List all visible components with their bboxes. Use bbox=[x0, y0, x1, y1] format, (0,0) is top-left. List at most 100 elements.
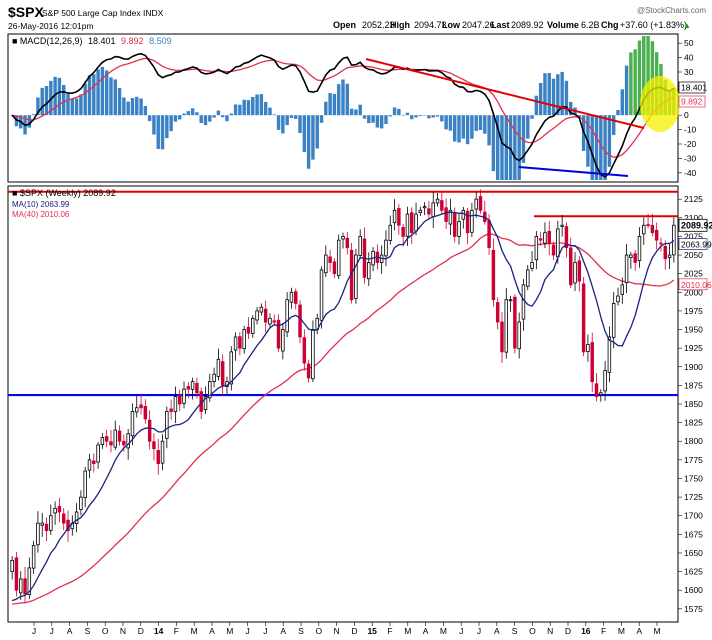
macd-hist-bar bbox=[620, 89, 625, 116]
candle-body bbox=[31, 545, 36, 569]
candle-body bbox=[534, 236, 539, 261]
macd-hist-bar bbox=[551, 78, 556, 116]
x-tick-label: J bbox=[477, 626, 481, 636]
candle-body bbox=[302, 337, 307, 364]
x-tick-label: M bbox=[226, 626, 233, 636]
macd-hist-bar bbox=[341, 79, 345, 116]
macd-hist-bar bbox=[315, 115, 319, 149]
x-tick-label: A bbox=[494, 626, 500, 636]
candle-body bbox=[263, 308, 268, 323]
macd-hist-bar bbox=[165, 115, 169, 139]
candle-body bbox=[113, 429, 118, 448]
macd-hist-bar bbox=[470, 115, 474, 139]
candle-body bbox=[173, 396, 178, 413]
price-tick-label: 1625 bbox=[684, 567, 703, 577]
candle-body bbox=[465, 210, 470, 234]
macd-hist-bar bbox=[190, 108, 195, 116]
candle-body bbox=[328, 256, 332, 263]
candle-body bbox=[345, 237, 350, 248]
candle-body bbox=[165, 411, 169, 439]
price-tick-label: 1600 bbox=[684, 585, 703, 595]
macd-hist-bar bbox=[83, 83, 87, 116]
candle-body bbox=[220, 361, 225, 386]
macd-hist-bar bbox=[203, 115, 208, 126]
candle-body bbox=[216, 358, 221, 377]
x-tick-label: 14 bbox=[154, 626, 164, 636]
x-tick-label: S bbox=[298, 626, 304, 636]
price-tick-label: 1700 bbox=[684, 511, 703, 521]
price-tick-label: 1675 bbox=[684, 529, 703, 539]
macd-hist-bar bbox=[624, 65, 629, 116]
open-label: Open bbox=[333, 20, 356, 30]
candle-body bbox=[272, 320, 276, 323]
candle-body bbox=[586, 344, 590, 352]
macd-hist-bar bbox=[358, 104, 362, 116]
price-tick-label: 1575 bbox=[684, 604, 703, 614]
candle-body bbox=[392, 209, 397, 224]
candle-body bbox=[422, 206, 427, 209]
svg-text:18.401: 18.401 bbox=[681, 83, 707, 93]
macd-hist-bar bbox=[603, 115, 607, 180]
macd-hist-bar bbox=[156, 115, 160, 149]
candle-body bbox=[397, 208, 401, 226]
candle-body bbox=[190, 381, 195, 390]
macd-hist-bar bbox=[607, 115, 612, 167]
candle-body bbox=[143, 405, 148, 420]
macd-hist-bar bbox=[457, 115, 461, 143]
macd-hist-bar bbox=[36, 97, 40, 116]
price-tick-label: 1900 bbox=[684, 362, 703, 372]
candle-body bbox=[624, 254, 629, 284]
last-value: 2089.92 bbox=[511, 20, 544, 30]
macd-hist-bar bbox=[435, 115, 440, 117]
candle-body bbox=[203, 396, 208, 411]
candle-body bbox=[92, 460, 96, 464]
candle-body bbox=[414, 213, 418, 232]
macd-hist-bar bbox=[263, 101, 268, 116]
candle-body bbox=[667, 254, 672, 258]
candle-body bbox=[500, 321, 504, 353]
candle-body bbox=[401, 226, 405, 237]
x-tick-label: M bbox=[618, 626, 625, 636]
price-tick-label: 1725 bbox=[684, 492, 703, 502]
candle-body bbox=[410, 212, 414, 234]
ma40-legend: MA(40) 2010.06 bbox=[12, 210, 70, 219]
candle-body bbox=[620, 284, 625, 295]
source: @StockCharts.com bbox=[637, 6, 706, 15]
candle-body bbox=[654, 229, 659, 241]
candle-body bbox=[246, 326, 251, 334]
macd-hist-bar bbox=[302, 115, 307, 153]
macd-hist-bar bbox=[160, 115, 165, 150]
x-tick-label: A bbox=[209, 626, 215, 636]
macd-hist-bar bbox=[324, 101, 328, 116]
candle-body bbox=[418, 209, 423, 213]
macd-hist-bar bbox=[332, 93, 337, 116]
datetime: 26-May-2016 12:01pm bbox=[8, 21, 94, 31]
price-legend: ■ $SPX (Weekly) 2089.92 MA(10) 2063.99 M… bbox=[12, 188, 116, 219]
macd-hist-bar bbox=[169, 115, 173, 132]
x-tick-label: O bbox=[315, 626, 322, 636]
candle-body bbox=[568, 247, 573, 286]
macd-tick-label: -10 bbox=[684, 125, 697, 135]
macd-tick-label: 30 bbox=[684, 67, 694, 77]
price-tick-label: 2000 bbox=[684, 287, 703, 297]
macd-hist-bar bbox=[96, 69, 100, 116]
candle-body bbox=[195, 382, 199, 394]
candle-body bbox=[169, 408, 173, 412]
price-tick-label: 2100 bbox=[684, 213, 703, 223]
candle-body bbox=[122, 440, 126, 446]
x-tick-label: A bbox=[280, 626, 286, 636]
macd-hist-bar bbox=[281, 115, 285, 134]
macd-hist-bar bbox=[109, 77, 113, 116]
macd-legend-value: 18.401 bbox=[88, 36, 116, 46]
macd-hist-bar bbox=[483, 115, 487, 134]
macd-hist-bar bbox=[569, 101, 573, 116]
macd-tick-label: 50 bbox=[684, 38, 694, 48]
svg-text:9.892: 9.892 bbox=[681, 97, 703, 107]
candle-body bbox=[36, 522, 40, 546]
macd-hist-bar bbox=[354, 109, 358, 116]
candle-body bbox=[147, 419, 152, 442]
macd-hist-bar bbox=[414, 115, 418, 118]
x-tick-label: M bbox=[404, 626, 411, 636]
macd-hist-bar bbox=[53, 76, 57, 116]
